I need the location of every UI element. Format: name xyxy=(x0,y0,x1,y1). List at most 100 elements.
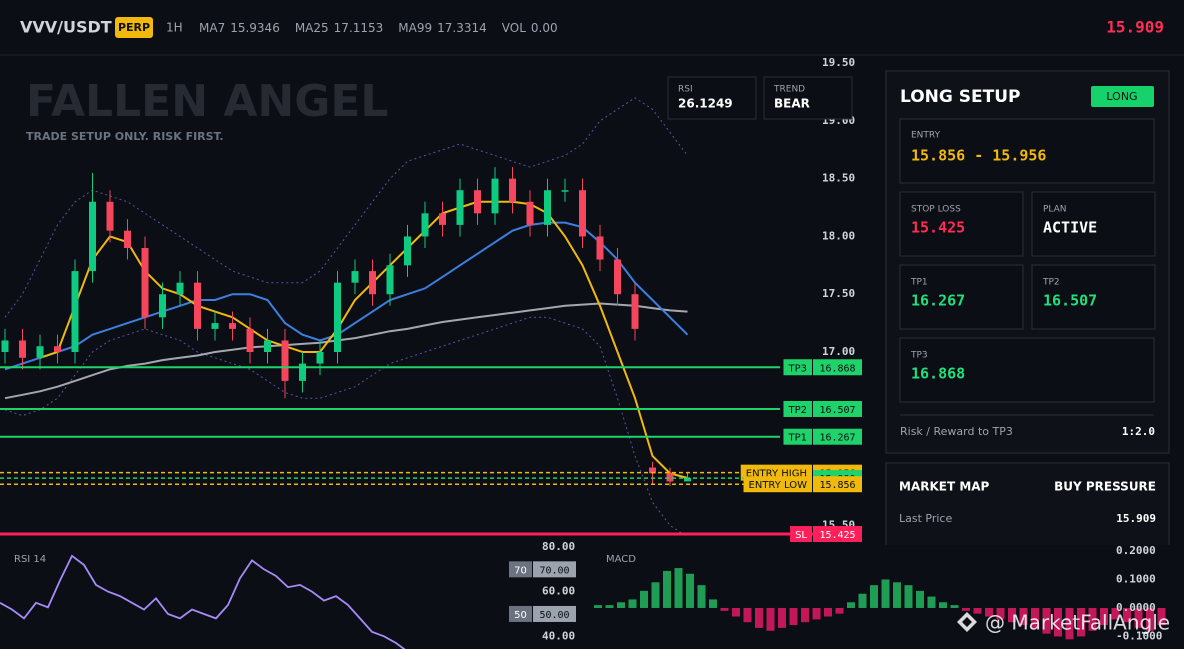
macd-bar xyxy=(1077,607,1085,637)
card-value: 16.868 xyxy=(911,365,965,383)
badge-bg xyxy=(115,17,153,38)
macd-bar xyxy=(847,602,855,608)
candle-body xyxy=(491,178,499,214)
interval[interactable]: 1H xyxy=(166,21,183,35)
card-value: 15.425 xyxy=(911,219,965,237)
level-tag-label: TP1 xyxy=(787,433,807,444)
moving-average xyxy=(4,221,689,371)
level-tag-label: SL xyxy=(795,530,807,541)
candle-body xyxy=(439,213,446,225)
macd-bar xyxy=(812,607,821,620)
macd-bar xyxy=(720,607,729,611)
candle-body xyxy=(141,247,149,318)
rsi-line xyxy=(0,554,406,649)
candle-body xyxy=(89,201,96,272)
macd-bar xyxy=(640,590,648,608)
candle-body xyxy=(526,201,534,225)
card-label: PLAN xyxy=(1043,205,1067,215)
y-tick-label: 17.00 xyxy=(822,345,855,358)
y-tick-label: 18.00 xyxy=(822,229,855,242)
candle-body xyxy=(561,190,569,192)
indicator-label: VOL xyxy=(502,21,526,35)
macd-bar xyxy=(950,605,959,608)
level-tag-label: TP3 xyxy=(787,363,807,374)
macd-bar xyxy=(1134,607,1143,628)
candle-body xyxy=(36,346,44,358)
rr-value: 1:2.0 xyxy=(1122,425,1155,438)
indicator: MA99 17.3314 xyxy=(398,21,486,35)
indicator-label: MA99 xyxy=(398,21,432,35)
macd-bar xyxy=(766,607,775,631)
symbol: VVV/USDT xyxy=(20,18,112,37)
level-tag-label: TP2 xyxy=(787,405,807,416)
candle-body xyxy=(176,282,184,295)
y-tick-label: 40.00 xyxy=(542,629,575,642)
card-value: 16.507 xyxy=(1043,292,1097,310)
indicators: MA7 15.9346 MA25 17.1153 MA99 17.3314 VOL 0.00 xyxy=(199,21,558,35)
candle-body xyxy=(106,201,114,231)
macd-bar xyxy=(605,605,614,608)
watermark-handle: @ MarketFallAngle xyxy=(985,611,1170,635)
candle-body xyxy=(649,467,656,474)
price-chart: 19.5019.0018.5018.0017.5017.0015.5016.86… xyxy=(0,56,862,543)
card-value: ACTIVE xyxy=(1043,219,1097,237)
level-tag-bg xyxy=(813,526,862,543)
macd-bar xyxy=(927,596,936,608)
macd-bar xyxy=(789,607,798,626)
candle-body xyxy=(54,346,61,353)
indicator: MA25 17.1153 xyxy=(295,21,383,35)
macd-bar xyxy=(1031,607,1039,628)
indicator-value: 17.3314 xyxy=(437,21,487,35)
indicator-value: 15.9346 xyxy=(230,21,280,35)
rsi-level-label: 50.00 xyxy=(539,610,569,621)
card-label: TP3 xyxy=(910,351,928,361)
level-tag-bg xyxy=(790,526,812,543)
candle-body xyxy=(1,340,9,353)
last-price: 15.909 xyxy=(1106,18,1164,37)
rr-label: Risk / Reward to TP3 xyxy=(900,425,1013,438)
candle-body xyxy=(631,294,639,329)
macd-bar xyxy=(732,607,740,617)
macd-bar xyxy=(1088,607,1097,631)
watermark-subtitle: TRADE SETUP ONLY. RISK FIRST. xyxy=(26,130,224,143)
stat-box xyxy=(667,76,757,120)
y-tick-label: 0.0000 xyxy=(1116,601,1156,614)
candle-body xyxy=(229,323,236,329)
indicator: VOL 0.00 xyxy=(502,21,558,35)
macd-bar xyxy=(1008,607,1016,623)
y-tick-label: -0.1000 xyxy=(1116,629,1162,642)
macd-bar xyxy=(594,605,602,608)
card xyxy=(899,264,1024,330)
candle-body xyxy=(509,178,516,202)
candle-body xyxy=(456,190,464,225)
macd-bar xyxy=(916,590,924,608)
macd-bar xyxy=(1146,607,1154,631)
y-tick-label: 80.00 xyxy=(542,540,575,553)
rsi-title: RSI 14 xyxy=(14,554,46,565)
card-label: STOP LOSS xyxy=(911,205,961,215)
card xyxy=(899,337,1155,403)
rsi-level-name: 50 xyxy=(514,610,527,621)
candle-body xyxy=(124,230,131,248)
macd-bar xyxy=(628,599,637,608)
stat-value: 26.1249 xyxy=(678,97,733,111)
macd-title: MACD xyxy=(606,554,636,565)
level-tag-bg xyxy=(813,428,862,445)
candle-body xyxy=(614,259,621,295)
rsi-level-tag-bg xyxy=(533,605,576,622)
macd-bar xyxy=(697,585,706,608)
macd-bar xyxy=(778,607,786,628)
macd-bar xyxy=(1157,607,1166,626)
card xyxy=(1031,191,1156,257)
level-tag-bg xyxy=(783,428,812,445)
macd-bar xyxy=(1054,607,1062,637)
level-tag-bg xyxy=(743,476,812,493)
candle-body xyxy=(281,340,289,381)
band-line xyxy=(4,97,688,318)
setup-badge-bg xyxy=(1091,86,1154,107)
indicator: MA7 15.9346 xyxy=(199,21,280,35)
macd-bar xyxy=(651,582,660,608)
macd-bar xyxy=(835,607,844,614)
candle-body xyxy=(544,190,551,225)
